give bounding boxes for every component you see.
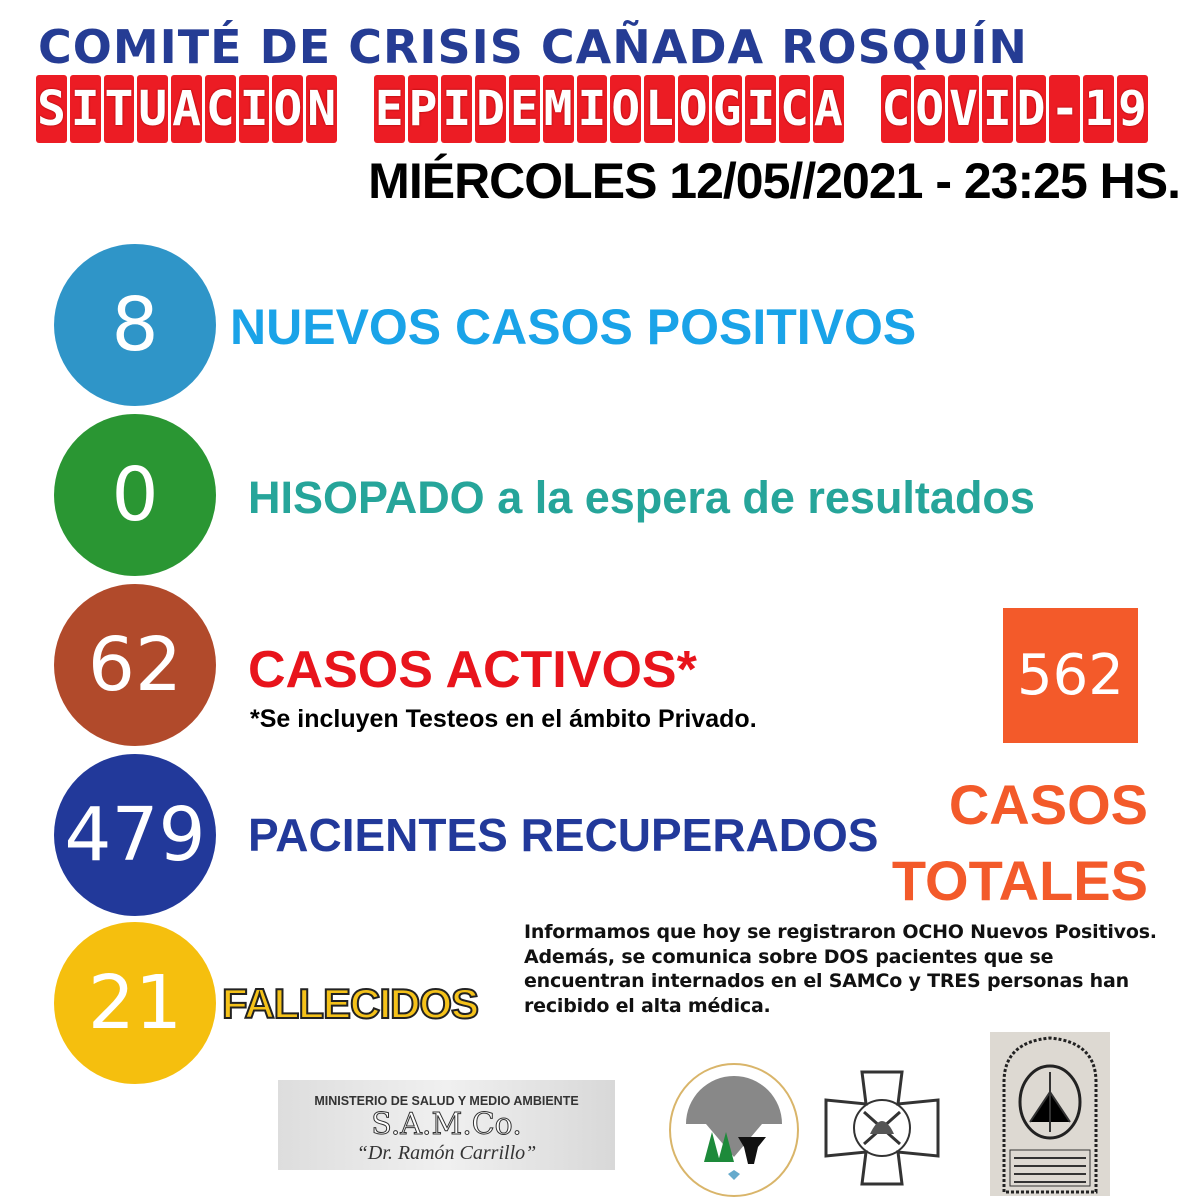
banner-letter: T [103, 75, 135, 143]
banner-letter: V [948, 75, 979, 143]
banner-letter: I [981, 75, 1013, 143]
page-title: COMITÉ DE CRISIS CAÑADA ROSQUÍN [38, 20, 1028, 74]
banner-letter: P [407, 75, 439, 143]
banner-letter: A [812, 75, 844, 143]
samco-line2: S.A.M.Co. [371, 1107, 523, 1142]
banner-letter [340, 75, 371, 143]
banner-letter: L [644, 75, 675, 143]
label-new-cases: NUEVOS CASOS POSITIVOS [230, 299, 917, 355]
circle-deaths: 21 [54, 922, 216, 1084]
info-paragraph: Informamos que hoy se registraron OCHO N… [524, 921, 1157, 1017]
label-active-cases: CASOS ACTIVOS* [248, 641, 697, 699]
circle-new-cases: 8 [54, 244, 216, 406]
banner-letter [847, 75, 878, 143]
banner-letter: O [914, 75, 946, 143]
banner-letter: I [576, 75, 608, 143]
date-time: MIÉRCOLES 12/05//2021 - 23:25 HS. [368, 153, 1181, 209]
total-label-line1: CASOS [948, 773, 1148, 836]
total-cases-box: 562 [1003, 608, 1138, 743]
banner-letter: O [610, 75, 642, 143]
label-pending-swabs: HISOPADO a la espera de resultados [248, 472, 1035, 523]
samco-line3: “Dr. Ramón Carrillo” [356, 1142, 537, 1164]
circle-pending-swabs: 0 [54, 414, 216, 576]
label-deaths: FALLECIDOS [221, 979, 480, 1028]
banner-letter: I [238, 75, 270, 143]
samco-line1: MINISTERIO DE SALUD Y MEDIO AMBIENTE [314, 1094, 579, 1108]
banner-letter: I [745, 75, 777, 143]
circle-active-cases: 62 [54, 584, 216, 746]
banner-letter: N [306, 75, 338, 143]
banner-letter: D [1015, 75, 1047, 143]
active-cases-note: *Se incluyen Testeos en el ámbito Privad… [250, 705, 757, 733]
comisaria-stamp [990, 1032, 1110, 1196]
banner-letter: I [69, 75, 101, 143]
label-recovered: PACIENTES RECUPERADOS [248, 809, 879, 861]
samco-logo: MINISTERIO DE SALUD Y MEDIO AMBIENTE S.A… [278, 1080, 615, 1170]
bomberos-logo [824, 1070, 940, 1186]
comuna-logo [669, 1063, 799, 1197]
banner-letter: M [542, 75, 574, 143]
banner-letter: C [204, 75, 236, 143]
banner-letter: 9 [1117, 75, 1148, 143]
banner-letter: O [677, 75, 709, 143]
banner-letter: E [508, 75, 540, 143]
total-label-line2: TOTALES [891, 849, 1148, 912]
banner-letter: I [441, 75, 473, 143]
banner-letter: E [373, 75, 405, 143]
banner-letter: O [272, 75, 304, 143]
circle-recovered: 479 [54, 754, 216, 916]
banner-letter: 1 [1083, 75, 1114, 143]
banner-letter: - [1049, 75, 1081, 143]
banner-letter: A [171, 75, 202, 143]
banner-letter: U [137, 75, 169, 143]
banner-letter: C [779, 75, 810, 143]
banner-letter: D [475, 75, 506, 143]
banner-letter: G [711, 75, 743, 143]
banner-letter: C [880, 75, 912, 143]
banner-letter: S [36, 75, 67, 143]
